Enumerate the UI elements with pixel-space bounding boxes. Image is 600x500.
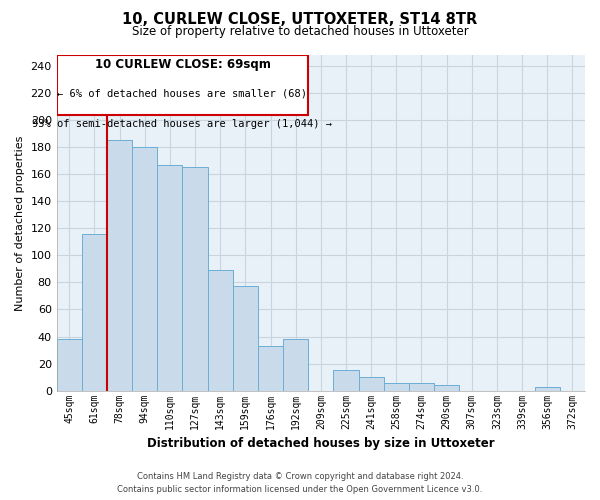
Bar xyxy=(182,168,208,390)
Bar xyxy=(157,164,182,390)
Text: 93% of semi-detached houses are larger (1,044) →: 93% of semi-detached houses are larger (… xyxy=(32,119,332,129)
Bar xyxy=(132,147,157,390)
Text: 10, CURLEW CLOSE, UTTOXETER, ST14 8TR: 10, CURLEW CLOSE, UTTOXETER, ST14 8TR xyxy=(122,12,478,28)
Bar xyxy=(233,286,258,391)
Bar xyxy=(258,346,283,391)
Bar xyxy=(107,140,132,390)
X-axis label: Distribution of detached houses by size in Uttoxeter: Distribution of detached houses by size … xyxy=(147,437,494,450)
Bar xyxy=(535,386,560,390)
Bar xyxy=(409,382,434,390)
Text: Contains HM Land Registry data © Crown copyright and database right 2024.: Contains HM Land Registry data © Crown c… xyxy=(137,472,463,481)
Bar xyxy=(82,234,107,390)
FancyBboxPatch shape xyxy=(56,55,308,114)
Text: 10 CURLEW CLOSE: 69sqm: 10 CURLEW CLOSE: 69sqm xyxy=(95,58,271,71)
Bar xyxy=(56,339,82,390)
Bar xyxy=(283,339,308,390)
Text: Contains public sector information licensed under the Open Government Licence v3: Contains public sector information licen… xyxy=(118,484,482,494)
Y-axis label: Number of detached properties: Number of detached properties xyxy=(15,135,25,310)
Bar xyxy=(208,270,233,390)
Text: ← 6% of detached houses are smaller (68): ← 6% of detached houses are smaller (68) xyxy=(58,88,307,99)
Bar xyxy=(334,370,359,390)
Bar xyxy=(359,377,384,390)
Bar xyxy=(434,385,459,390)
Text: Size of property relative to detached houses in Uttoxeter: Size of property relative to detached ho… xyxy=(131,25,469,38)
Bar xyxy=(384,382,409,390)
